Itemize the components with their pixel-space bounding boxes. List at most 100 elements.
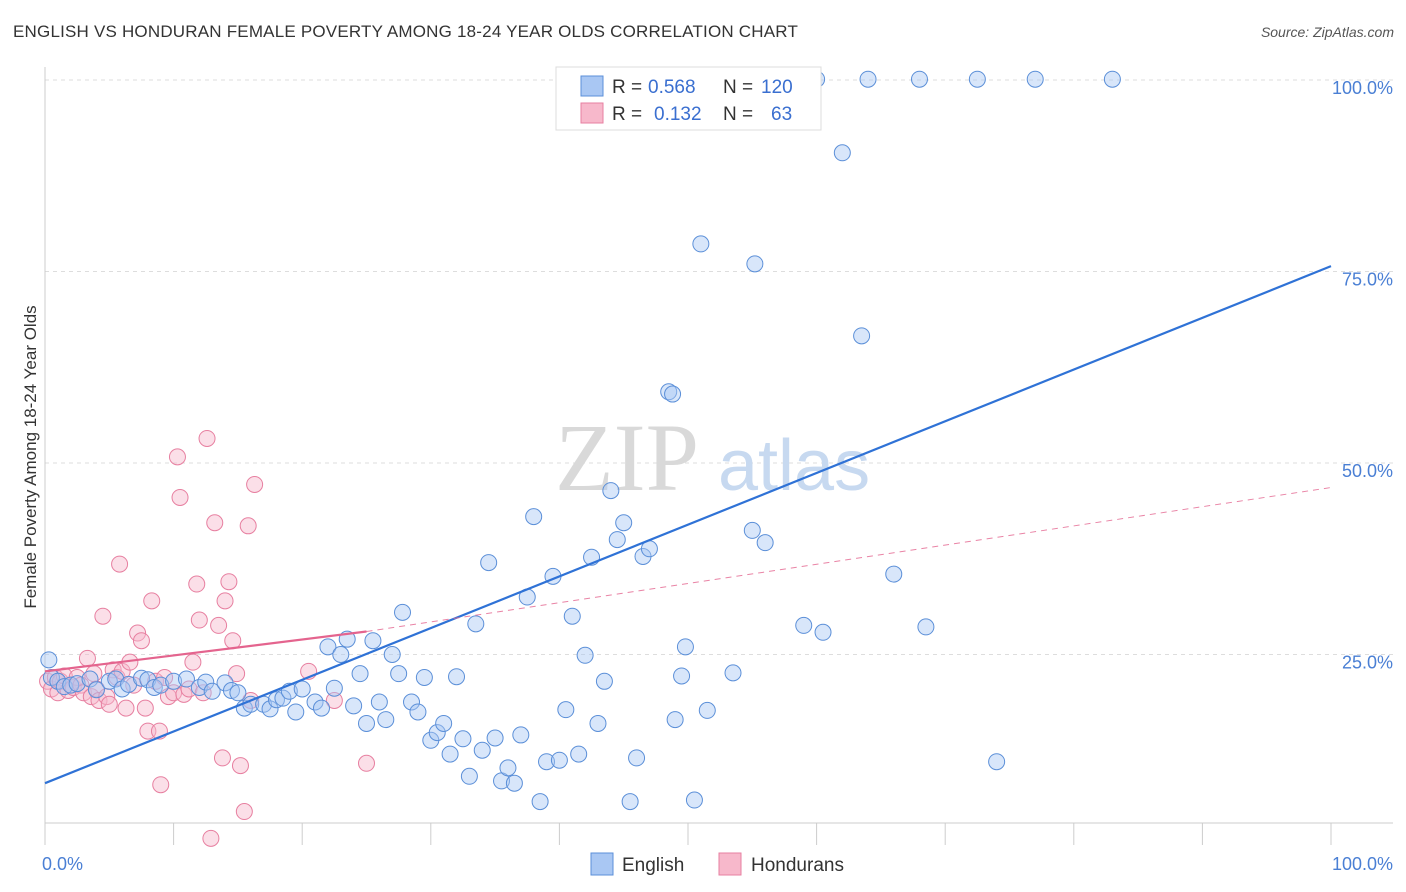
english-point: [621, 793, 639, 811]
chart-title: ENGLISH VS HONDURAN FEMALE POVERTY AMONG…: [13, 22, 799, 41]
english-point: [467, 615, 485, 633]
english-point: [910, 70, 928, 88]
hondurans-point: [78, 649, 96, 667]
english-point: [441, 745, 459, 763]
english-point: [345, 697, 363, 715]
source-label: Source: ZipAtlas.com: [1260, 24, 1394, 40]
english-point: [132, 669, 150, 687]
hondurans-point: [139, 722, 157, 740]
english-point: [628, 749, 646, 767]
english-point: [454, 730, 472, 748]
english-point: [795, 616, 813, 634]
english-point: [814, 623, 832, 641]
english-point: [608, 531, 626, 549]
hondurans-point: [168, 448, 186, 466]
english-point: [685, 791, 703, 809]
hondurans-point: [210, 616, 228, 634]
english-point: [756, 534, 774, 552]
english-point: [448, 668, 466, 686]
hondurans-point: [100, 695, 118, 713]
english-point: [390, 665, 408, 683]
hondurans-point: [246, 475, 264, 493]
hondurans-point: [136, 699, 154, 717]
english-point: [332, 646, 350, 663]
english-point: [563, 607, 581, 625]
hondurans-point: [129, 624, 147, 642]
english-point: [724, 664, 742, 682]
english-point: [81, 670, 99, 688]
english-point: [403, 693, 421, 711]
english-point: [383, 646, 401, 663]
bottom-legend-english-label: English: [622, 855, 684, 876]
hondurans-point: [143, 592, 161, 610]
english-point: [692, 235, 710, 253]
hondurans-trend-line-extended: [366, 487, 1332, 633]
y-tick-label-50: 50.0%: [1342, 461, 1393, 481]
english-point: [107, 670, 125, 688]
y-tick-label-75: 75.0%: [1342, 270, 1393, 290]
english-point: [1103, 70, 1121, 88]
english-point: [319, 638, 337, 656]
axes-layer: [44, 67, 1393, 845]
english-point: [415, 668, 433, 686]
english-point: [428, 724, 446, 742]
hondurans-point: [231, 757, 249, 775]
hondurans-point: [117, 699, 135, 717]
english-point: [589, 714, 607, 732]
legend-english-swatch: [580, 75, 604, 97]
y-axis-label: Female Poverty Among 18-24 Year Olds: [21, 305, 40, 608]
hondurans-point: [156, 668, 174, 686]
english-point: [525, 508, 543, 526]
english-point: [306, 693, 324, 711]
grid-layer: [45, 79, 1393, 655]
english-point: [988, 753, 1006, 771]
legend-hondurans-r-value: 0.132: [654, 104, 702, 125]
english-point: [666, 711, 684, 729]
english-point: [364, 632, 382, 650]
bottom-legend-hondurans-swatch: [718, 852, 742, 876]
legend-hondurans-n-value: 63: [771, 104, 792, 125]
english-point: [885, 565, 903, 583]
x-tick-label-end: 100.0%: [1332, 854, 1393, 874]
english-point: [595, 672, 613, 690]
english-point: [394, 603, 412, 621]
hondurans-point: [325, 691, 343, 709]
english-point: [267, 691, 285, 709]
legend-hondurans-swatch: [580, 102, 604, 124]
hondurans-point: [220, 573, 238, 591]
english-point: [743, 521, 761, 539]
hondurans-point: [132, 632, 150, 650]
bottom-legend-hondurans-label: Hondurans: [751, 855, 844, 876]
hondurans-point: [198, 429, 216, 447]
y-tick-label-25: 25.0%: [1342, 653, 1393, 673]
english-point: [145, 678, 163, 696]
english-point: [312, 699, 330, 717]
english-point: [1026, 70, 1044, 88]
english-point: [409, 703, 427, 721]
english-point: [833, 144, 851, 162]
legend-hondurans-r-label: R =: [612, 104, 642, 125]
watermark-atlas: atlas: [718, 426, 870, 506]
english-point: [570, 745, 588, 763]
hondurans-point: [228, 665, 246, 683]
series-hondurans-points: [39, 429, 375, 847]
english-point: [746, 255, 764, 273]
english-point: [261, 700, 279, 718]
english-point: [370, 693, 388, 711]
english-point: [673, 667, 691, 685]
english-point: [165, 672, 183, 690]
watermark-zip: ZIP: [555, 404, 699, 511]
english-point: [859, 70, 877, 88]
english-point: [358, 714, 375, 732]
hondurans-point: [239, 517, 257, 535]
english-point: [473, 741, 491, 759]
y-tick-label-100: 100.0%: [1332, 78, 1393, 98]
english-point: [177, 670, 195, 688]
english-point: [499, 759, 517, 777]
english-point: [550, 751, 568, 769]
legend-english-n-label: N =: [723, 77, 753, 98]
hondurans-point: [75, 684, 93, 702]
hondurans-point: [184, 653, 202, 671]
english-point: [100, 672, 118, 690]
